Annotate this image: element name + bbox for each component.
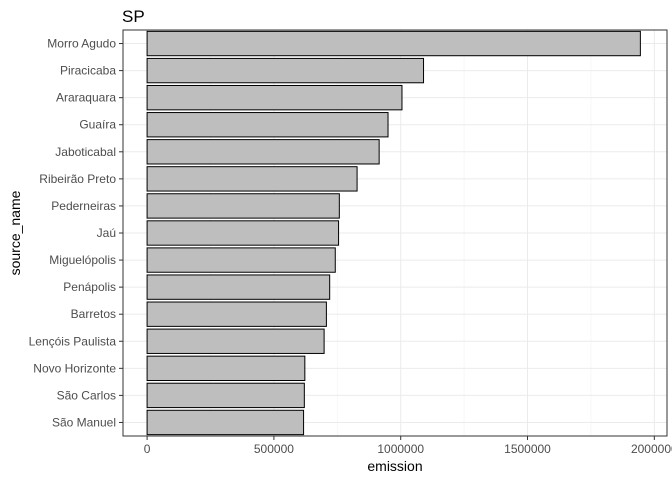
bar-barretos xyxy=(146,301,327,327)
y-tick-label: São Carlos xyxy=(57,388,116,402)
y-tick-label: Ribeirão Preto xyxy=(39,172,116,186)
y-axis-title: source_name xyxy=(7,190,23,275)
y-tick-label: Araraquara xyxy=(56,91,116,105)
y-tick-label: Penápolis xyxy=(63,280,116,294)
x-tick-label: 500000 xyxy=(254,442,294,456)
y-tick-label: Guaíra xyxy=(79,118,116,132)
x-axis-title: emission xyxy=(367,458,422,474)
x-tick-label: 1000000 xyxy=(377,442,424,456)
bar-pen-polis xyxy=(146,274,331,300)
x-axis: 0 500000 1000000 1500000 2000000 xyxy=(144,436,672,456)
y-tick-label: Lençóis Paulista xyxy=(29,334,117,348)
y-tick-label: Piracicaba xyxy=(60,64,116,78)
bar-s-o-carlos xyxy=(146,382,305,409)
y-tick-label: São Manuel xyxy=(52,415,116,429)
bars-layer xyxy=(146,30,641,436)
bar-miguel-polis xyxy=(146,247,336,273)
y-tick-label: Morro Agudo xyxy=(47,37,116,51)
bar-ja- xyxy=(146,220,340,246)
y-tick-label: Jaboticabal xyxy=(55,145,116,159)
bar-novo-horizonte xyxy=(146,355,306,382)
bar-jaboticabal xyxy=(146,139,380,165)
bar-gua-ra xyxy=(146,112,389,138)
y-axis: Morro Agudo Piracicaba Araraquara Guaíra Jab… xyxy=(29,37,123,429)
x-tick-label: 2000000 xyxy=(631,442,672,456)
y-tick-label: Miguelópolis xyxy=(49,253,116,267)
y-tick-label: Jaú xyxy=(97,226,116,240)
y-tick-label: Pederneiras xyxy=(51,199,116,213)
bar-len-is-paulista xyxy=(146,328,325,354)
x-tick-label: 1500000 xyxy=(504,442,551,456)
bar-s-o-manuel xyxy=(146,409,305,436)
bar-morro-agudo xyxy=(146,30,641,57)
bar-piracicaba xyxy=(146,57,425,84)
bar-araraquara xyxy=(146,84,403,111)
y-tick-label: Barretos xyxy=(71,307,116,321)
bar-ribeir-o-preto xyxy=(146,166,358,192)
y-tick-label: Novo Horizonte xyxy=(33,361,116,375)
bar-pederneiras xyxy=(146,193,340,219)
chart-title: SP xyxy=(122,7,145,26)
x-tick-label: 0 xyxy=(144,442,151,456)
